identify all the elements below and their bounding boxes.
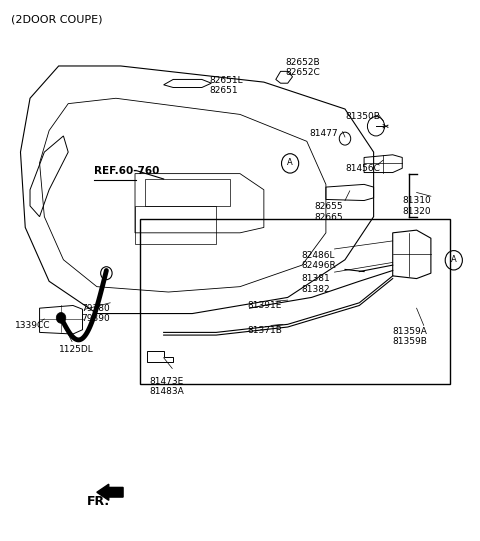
Text: 81310
81320: 81310 81320 xyxy=(402,196,431,216)
Bar xyxy=(140,219,450,384)
Text: A: A xyxy=(451,255,456,263)
Text: 81477: 81477 xyxy=(309,129,338,138)
Text: FR.: FR. xyxy=(87,496,110,509)
Text: 81381
81382: 81381 81382 xyxy=(301,274,330,294)
Text: 81456C: 81456C xyxy=(345,164,380,173)
Text: 82655
82665: 82655 82665 xyxy=(314,202,343,222)
Circle shape xyxy=(101,267,112,280)
Text: 81473E
81483A: 81473E 81483A xyxy=(149,377,184,397)
Text: 82486L
82496R: 82486L 82496R xyxy=(301,250,336,270)
Text: REF.60-760: REF.60-760 xyxy=(95,166,160,175)
Text: 82652B
82652C: 82652B 82652C xyxy=(285,58,320,77)
Text: 81391E: 81391E xyxy=(247,301,282,310)
Text: 81371B: 81371B xyxy=(247,326,282,335)
FancyArrow shape xyxy=(97,484,123,500)
Text: 81359A
81359B: 81359A 81359B xyxy=(393,327,428,346)
Text: 79380
79390: 79380 79390 xyxy=(82,304,110,324)
Text: 1339CC: 1339CC xyxy=(15,321,50,329)
Text: 81350B: 81350B xyxy=(345,112,380,121)
Text: (2DOOR COUPE): (2DOOR COUPE) xyxy=(11,15,102,25)
Circle shape xyxy=(56,313,66,323)
Text: 82651L
82651: 82651L 82651 xyxy=(209,76,242,95)
Text: A: A xyxy=(287,158,293,167)
Text: 1125DL: 1125DL xyxy=(59,345,94,354)
